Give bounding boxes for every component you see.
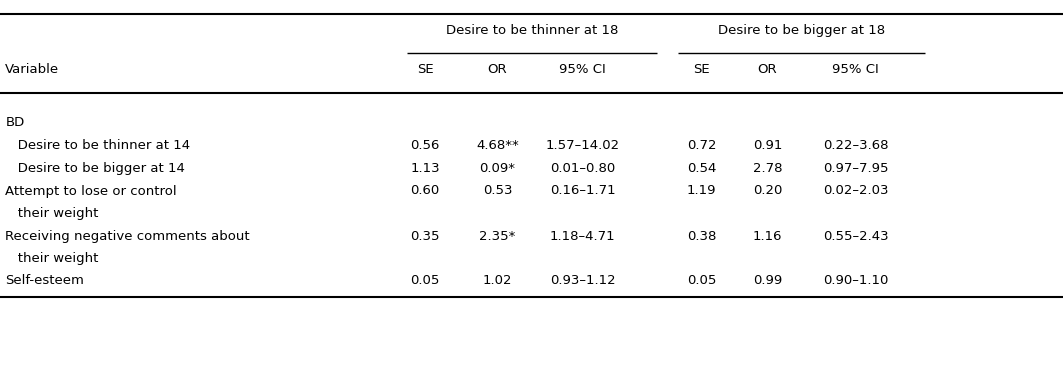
Text: 0.05: 0.05 (687, 274, 716, 287)
Text: Self-esteem: Self-esteem (5, 274, 84, 287)
Text: Desire to be thinner at 14: Desire to be thinner at 14 (5, 139, 190, 152)
Text: their weight: their weight (5, 207, 99, 220)
Text: 0.01–0.80: 0.01–0.80 (550, 162, 615, 175)
Text: 0.72: 0.72 (687, 139, 716, 152)
Text: 95% CI: 95% CI (832, 63, 879, 76)
Text: Attempt to lose or control: Attempt to lose or control (5, 184, 176, 197)
Text: Desire to be bigger at 14: Desire to be bigger at 14 (5, 162, 185, 175)
Text: 2.35*: 2.35* (479, 230, 516, 242)
Text: 0.02–2.03: 0.02–2.03 (823, 184, 889, 197)
Text: Receiving negative comments about: Receiving negative comments about (5, 230, 250, 242)
Text: 0.53: 0.53 (483, 184, 512, 197)
Text: Variable: Variable (5, 63, 60, 76)
Text: 2.78: 2.78 (753, 162, 782, 175)
Text: their weight: their weight (5, 252, 99, 265)
Text: Desire to be bigger at 18: Desire to be bigger at 18 (718, 24, 885, 37)
Text: 95% CI: 95% CI (559, 63, 606, 76)
Text: 0.60: 0.60 (410, 184, 440, 197)
Text: Desire to be thinner at 18: Desire to be thinner at 18 (445, 24, 619, 37)
Text: 0.93–1.12: 0.93–1.12 (550, 274, 615, 287)
Text: 0.99: 0.99 (753, 274, 782, 287)
Text: 0.20: 0.20 (753, 184, 782, 197)
Text: BD: BD (5, 116, 24, 129)
Text: 1.16: 1.16 (753, 230, 782, 242)
Text: 4.68**: 4.68** (476, 139, 519, 152)
Text: 0.35: 0.35 (410, 230, 440, 242)
Text: 0.54: 0.54 (687, 162, 716, 175)
Text: OR: OR (488, 63, 507, 76)
Text: 1.18–4.71: 1.18–4.71 (550, 230, 615, 242)
Text: 0.91: 0.91 (753, 139, 782, 152)
Text: 0.90–1.10: 0.90–1.10 (823, 274, 889, 287)
Text: SE: SE (417, 63, 434, 76)
Text: 0.16–1.71: 0.16–1.71 (550, 184, 615, 197)
Text: 1.19: 1.19 (687, 184, 716, 197)
Text: 1.02: 1.02 (483, 274, 512, 287)
Text: 0.97–7.95: 0.97–7.95 (823, 162, 889, 175)
Text: 0.09*: 0.09* (479, 162, 516, 175)
Text: 0.22–3.68: 0.22–3.68 (823, 139, 889, 152)
Text: 0.56: 0.56 (410, 139, 440, 152)
Text: OR: OR (758, 63, 777, 76)
Text: 0.05: 0.05 (410, 274, 440, 287)
Text: 0.55–2.43: 0.55–2.43 (823, 230, 889, 242)
Text: 0.38: 0.38 (687, 230, 716, 242)
Text: 1.13: 1.13 (410, 162, 440, 175)
Text: SE: SE (693, 63, 710, 76)
Text: 1.57–14.02: 1.57–14.02 (545, 139, 620, 152)
